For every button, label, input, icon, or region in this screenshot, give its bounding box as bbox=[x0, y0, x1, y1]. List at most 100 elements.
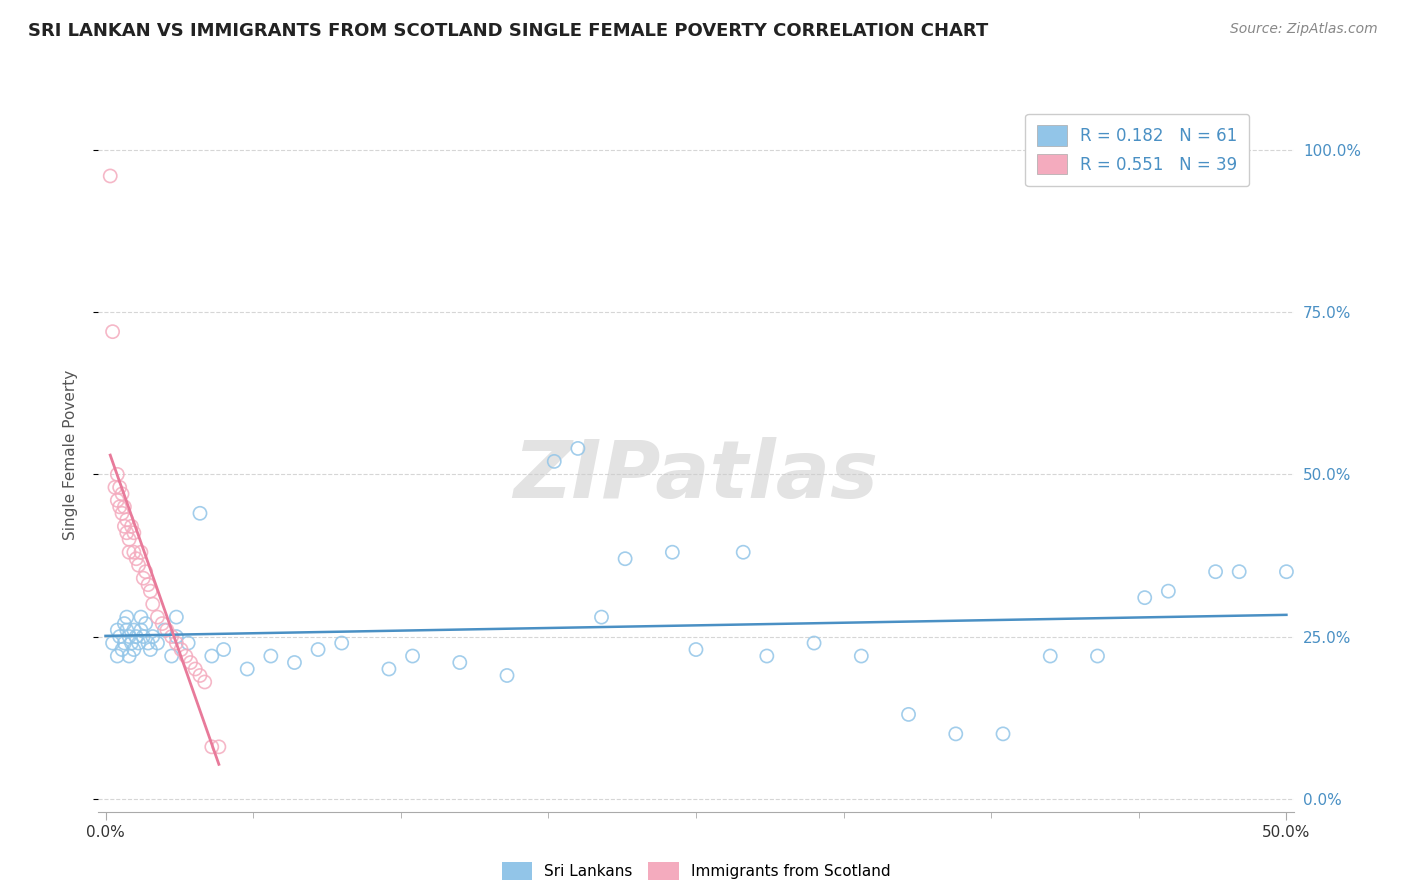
Point bbox=[401, 648, 423, 663]
Point bbox=[111, 642, 134, 657]
Text: Source: ZipAtlas.com: Source: ZipAtlas.com bbox=[1230, 22, 1378, 37]
Point bbox=[105, 493, 128, 508]
Point bbox=[122, 642, 145, 657]
Point bbox=[1205, 565, 1227, 579]
Point bbox=[496, 668, 519, 682]
Point bbox=[118, 648, 141, 663]
Point bbox=[122, 623, 145, 637]
Point bbox=[105, 648, 128, 663]
Point bbox=[98, 169, 121, 183]
Point bbox=[543, 454, 565, 468]
Point bbox=[115, 513, 138, 527]
Point bbox=[132, 571, 155, 585]
Point bbox=[194, 675, 217, 690]
Point bbox=[125, 551, 148, 566]
Point bbox=[160, 648, 183, 663]
Point bbox=[146, 636, 169, 650]
Point bbox=[139, 642, 162, 657]
Point bbox=[112, 500, 135, 514]
Point bbox=[118, 630, 141, 644]
Text: ZIPatlas: ZIPatlas bbox=[513, 437, 879, 516]
Point bbox=[1275, 565, 1298, 579]
Point bbox=[115, 525, 138, 540]
Point bbox=[156, 623, 179, 637]
Point bbox=[121, 519, 143, 533]
Point bbox=[591, 610, 613, 624]
Point bbox=[165, 610, 187, 624]
Point bbox=[188, 506, 211, 520]
Point bbox=[165, 636, 187, 650]
Point bbox=[104, 480, 127, 494]
Point bbox=[118, 533, 141, 547]
Point bbox=[108, 480, 131, 494]
Point bbox=[150, 616, 173, 631]
Point bbox=[330, 636, 353, 650]
Point bbox=[122, 525, 145, 540]
Point bbox=[307, 642, 329, 657]
Point bbox=[135, 616, 157, 631]
Point bbox=[135, 565, 157, 579]
Point bbox=[115, 610, 138, 624]
Point bbox=[1157, 584, 1180, 599]
Point bbox=[1133, 591, 1156, 605]
Point bbox=[105, 623, 128, 637]
Point bbox=[105, 467, 128, 482]
Point bbox=[174, 648, 197, 663]
Point bbox=[260, 648, 283, 663]
Point bbox=[129, 545, 152, 559]
Point bbox=[160, 630, 183, 644]
Point bbox=[108, 500, 131, 514]
Point bbox=[945, 727, 967, 741]
Point bbox=[567, 442, 589, 456]
Point bbox=[170, 642, 193, 657]
Point bbox=[851, 648, 873, 663]
Point bbox=[614, 551, 637, 566]
Point bbox=[129, 623, 152, 637]
Point bbox=[733, 545, 755, 559]
Point bbox=[142, 630, 165, 644]
Point bbox=[1087, 648, 1109, 663]
Point bbox=[125, 630, 148, 644]
Point bbox=[236, 662, 259, 676]
Point bbox=[378, 662, 401, 676]
Point bbox=[188, 668, 211, 682]
Point bbox=[212, 642, 235, 657]
Point bbox=[118, 545, 141, 559]
Point bbox=[283, 656, 305, 670]
Point bbox=[136, 577, 159, 591]
Point bbox=[101, 636, 124, 650]
Point bbox=[803, 636, 825, 650]
Point bbox=[111, 506, 134, 520]
Point bbox=[128, 558, 150, 573]
Point bbox=[112, 616, 135, 631]
Point bbox=[685, 642, 707, 657]
Point bbox=[153, 623, 176, 637]
Point bbox=[1039, 648, 1062, 663]
Point bbox=[111, 487, 134, 501]
Point bbox=[112, 519, 135, 533]
Point bbox=[201, 739, 224, 754]
Point bbox=[991, 727, 1014, 741]
Point bbox=[101, 325, 124, 339]
Legend: Sri Lankans, Immigrants from Scotland: Sri Lankans, Immigrants from Scotland bbox=[495, 856, 897, 886]
Point bbox=[449, 656, 471, 670]
Point bbox=[129, 610, 152, 624]
Point bbox=[755, 648, 778, 663]
Point bbox=[112, 636, 135, 650]
Point bbox=[201, 648, 224, 663]
Text: SRI LANKAN VS IMMIGRANTS FROM SCOTLAND SINGLE FEMALE POVERTY CORRELATION CHART: SRI LANKAN VS IMMIGRANTS FROM SCOTLAND S… bbox=[28, 22, 988, 40]
Point bbox=[122, 545, 145, 559]
Point bbox=[661, 545, 683, 559]
Point bbox=[180, 656, 202, 670]
Point bbox=[121, 636, 143, 650]
Point bbox=[208, 739, 231, 754]
Point bbox=[139, 584, 162, 599]
Point bbox=[177, 636, 200, 650]
Point bbox=[142, 597, 165, 611]
Y-axis label: Single Female Poverty: Single Female Poverty bbox=[63, 370, 77, 540]
Point bbox=[184, 662, 207, 676]
Point bbox=[128, 636, 150, 650]
Point bbox=[108, 630, 131, 644]
Point bbox=[132, 630, 155, 644]
Point bbox=[136, 636, 159, 650]
